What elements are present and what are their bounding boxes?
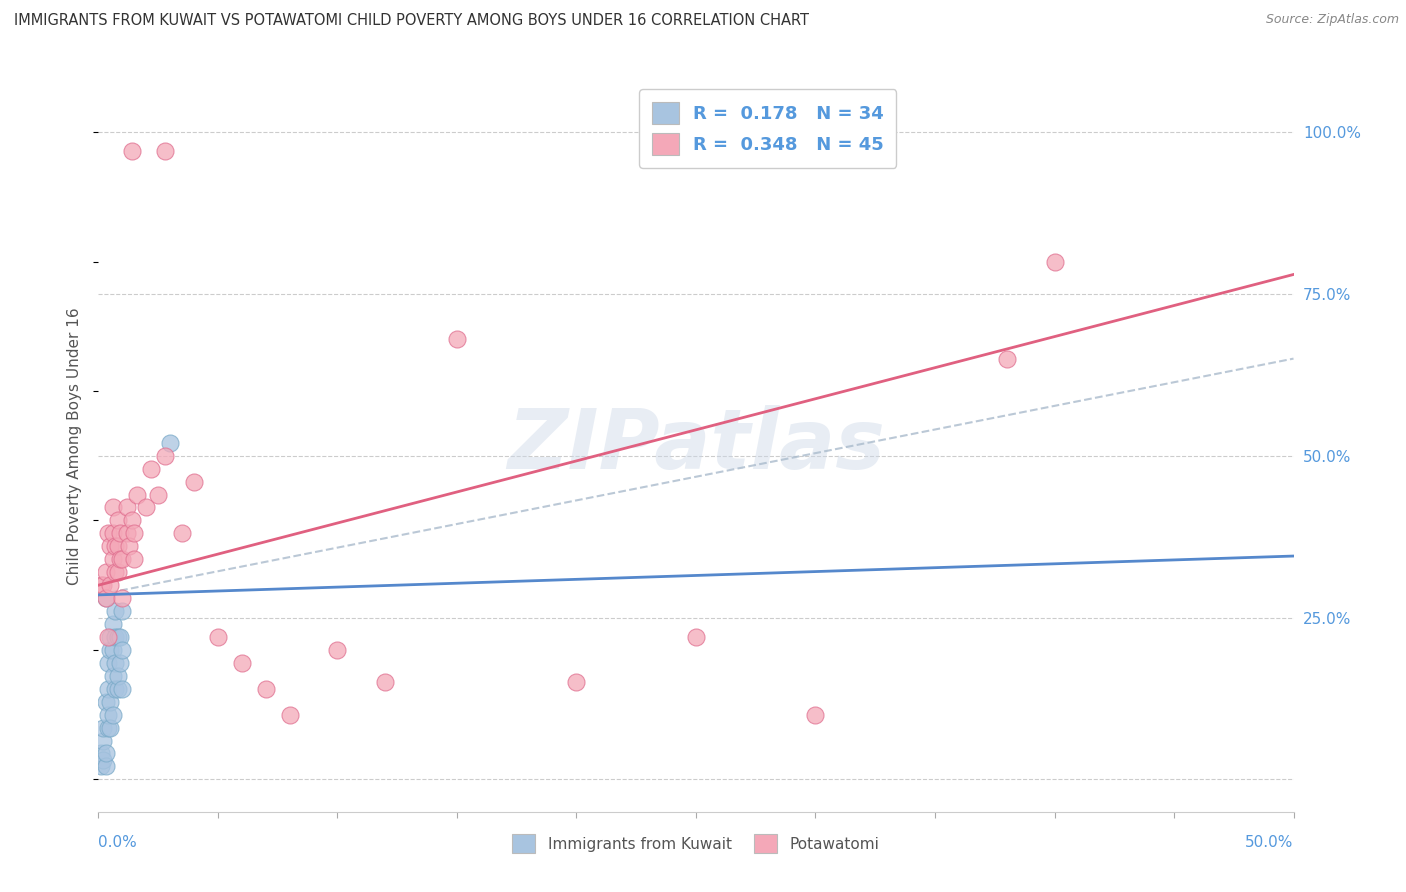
Text: Source: ZipAtlas.com: Source: ZipAtlas.com: [1265, 13, 1399, 27]
Point: [91, 733, 114, 747]
Point: [115, 526, 138, 541]
Point: [97, 707, 120, 722]
Point: [94, 566, 117, 580]
Point: [108, 656, 131, 670]
Point: [155, 449, 177, 463]
Point: [254, 681, 277, 696]
Point: [94, 695, 117, 709]
Point: [231, 656, 253, 670]
Point: [97, 526, 120, 541]
Point: [446, 332, 468, 346]
Point: [1043, 254, 1066, 268]
Point: [135, 500, 157, 515]
Point: [101, 617, 124, 632]
Point: [121, 513, 143, 527]
Point: [124, 552, 146, 566]
Point: [111, 604, 134, 618]
Point: [101, 500, 124, 515]
Point: [107, 513, 129, 527]
Point: [108, 552, 131, 566]
Point: [565, 675, 588, 690]
Point: [108, 526, 131, 541]
Point: [148, 487, 170, 501]
Point: [118, 539, 141, 553]
Point: [94, 591, 117, 606]
Point: [207, 630, 229, 644]
Point: [94, 759, 117, 773]
Text: ZIPatlas: ZIPatlas: [508, 406, 884, 486]
Text: 50.0%: 50.0%: [1246, 836, 1294, 850]
Point: [107, 681, 129, 696]
Point: [104, 539, 127, 553]
Point: [90, 747, 112, 761]
Point: [326, 643, 349, 657]
Text: 0.0%: 0.0%: [98, 836, 138, 850]
Point: [107, 630, 129, 644]
Point: [97, 721, 120, 735]
Point: [104, 681, 127, 696]
Point: [101, 552, 124, 566]
Point: [101, 643, 124, 657]
Point: [104, 630, 127, 644]
Point: [107, 669, 129, 683]
Point: [172, 526, 194, 541]
Point: [91, 753, 114, 767]
Point: [98, 630, 122, 644]
Point: [94, 747, 117, 761]
Point: [104, 566, 127, 580]
Point: [98, 643, 122, 657]
Point: [183, 475, 205, 489]
Point: [98, 578, 122, 592]
Point: [995, 351, 1018, 366]
Point: [125, 487, 148, 501]
Point: [97, 681, 120, 696]
Point: [685, 630, 707, 644]
Point: [94, 591, 117, 606]
Point: [111, 591, 134, 606]
Text: IMMIGRANTS FROM KUWAIT VS POTAWATOMI CHILD POVERTY AMONG BOYS UNDER 16 CORRELATI: IMMIGRANTS FROM KUWAIT VS POTAWATOMI CHI…: [14, 13, 808, 29]
Legend: Immigrants from Kuwait, Potawatomi: Immigrants from Kuwait, Potawatomi: [506, 828, 886, 859]
Point: [155, 145, 177, 159]
Point: [90, 578, 112, 592]
Point: [111, 643, 134, 657]
Point: [97, 656, 120, 670]
Point: [374, 675, 396, 690]
Point: [90, 759, 112, 773]
Point: [111, 552, 134, 566]
Point: [804, 707, 827, 722]
Y-axis label: Child Poverty Among Boys Under 16: Child Poverty Among Boys Under 16: [67, 307, 83, 585]
Point: [97, 630, 120, 644]
Point: [98, 539, 122, 553]
Point: [104, 604, 127, 618]
Point: [278, 707, 301, 722]
Point: [159, 435, 181, 450]
Point: [111, 681, 134, 696]
Point: [101, 669, 124, 683]
Point: [101, 526, 124, 541]
Point: [121, 145, 143, 159]
Point: [139, 461, 162, 475]
Point: [107, 539, 129, 553]
Point: [98, 695, 122, 709]
Point: [115, 500, 138, 515]
Point: [108, 630, 131, 644]
Point: [101, 707, 124, 722]
Point: [124, 526, 146, 541]
Point: [91, 578, 114, 592]
Point: [98, 721, 122, 735]
Point: [104, 656, 127, 670]
Point: [91, 721, 114, 735]
Point: [107, 566, 129, 580]
